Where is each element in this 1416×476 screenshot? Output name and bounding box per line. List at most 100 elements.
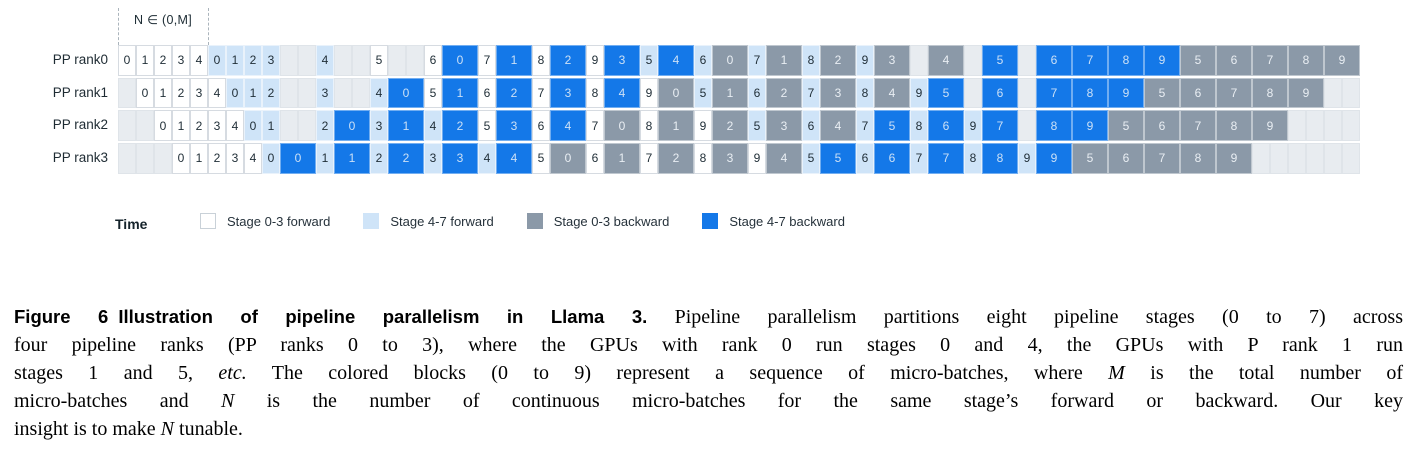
- schedule-cell: 6: [1036, 45, 1072, 76]
- schedule-cell: 7: [910, 143, 928, 174]
- schedule-cell: 2: [316, 110, 334, 141]
- schedule-cell: 5: [1180, 45, 1216, 76]
- schedule-cell: 8: [1180, 143, 1216, 174]
- schedule-cell: 0: [208, 45, 226, 76]
- idle-cell: [298, 110, 316, 141]
- schedule-cell: 6: [874, 143, 910, 174]
- schedule-cell: 9: [1252, 110, 1288, 141]
- schedule-cell: 3: [874, 45, 910, 76]
- idle-cell: [136, 143, 154, 174]
- idle-cell: [352, 45, 370, 76]
- schedule-cell: 0: [550, 143, 586, 174]
- schedule-cell: 2: [712, 110, 748, 141]
- schedule-cell: 2: [190, 110, 208, 141]
- schedule-cell: 8: [856, 77, 874, 109]
- schedule-cell: 6: [1144, 110, 1180, 141]
- schedule-cell: 8: [532, 45, 550, 76]
- legend: Stage 0-3 forward Stage 4-7 forward Stage …: [200, 213, 845, 229]
- legend-swatch-f47: [363, 213, 380, 229]
- schedule-cell: 1: [226, 45, 244, 76]
- schedule-cell: 1: [262, 110, 280, 141]
- schedule-cell: 4: [550, 110, 586, 141]
- schedule-cell: 4: [820, 110, 856, 141]
- caption-line-4: micro-batches and N is the number of con…: [14, 387, 1403, 415]
- idle-cell: [964, 77, 982, 109]
- schedule-cell: 8: [1108, 45, 1144, 76]
- idle-cell: [1288, 143, 1306, 174]
- schedule-cell: 2: [244, 45, 262, 76]
- schedule-cell: 2: [658, 143, 694, 174]
- schedule-cell: 1: [604, 143, 640, 174]
- schedule-cell: 2: [388, 143, 424, 174]
- legend-swatch-f03: [200, 213, 216, 229]
- caption-segment: N: [160, 418, 175, 440]
- schedule-cell: 3: [550, 77, 586, 109]
- idle-cell: [334, 45, 352, 76]
- schedule-cell: 0: [658, 77, 694, 109]
- idle-cell: [388, 45, 406, 76]
- idle-cell: [1252, 143, 1270, 174]
- schedule-cell: 1: [388, 110, 424, 141]
- schedule-cell: 4: [370, 77, 388, 109]
- caption-segment: Illustration of pipeline parallelism in …: [118, 306, 648, 327]
- legend-label: Stage 0-3 forward: [227, 213, 331, 229]
- schedule-cell: 1: [154, 77, 172, 109]
- schedule-cell: 8: [802, 45, 820, 76]
- schedule-cell: 2: [766, 77, 802, 109]
- idle-cell: [352, 77, 370, 109]
- schedule-cell: 2: [496, 77, 532, 109]
- idle-cell: [406, 45, 424, 76]
- schedule-cell: 7: [640, 143, 658, 174]
- pipeline-schedule-figure: N ∈ (0,M] PP rank0 0 1 2 3 4 0 1 2 3 4 5 6 0 7 1 8 2 9 3 5 4 6…: [53, 8, 1360, 232]
- schedule-cell: 5: [820, 143, 856, 174]
- idle-cell: [298, 77, 316, 109]
- caption-segment: M: [1108, 362, 1125, 384]
- schedule-cell: 1: [172, 110, 190, 141]
- legend-item-f47: Stage 4-7 forward: [363, 213, 494, 229]
- schedule-cell: 1: [244, 77, 262, 109]
- idle-cell: [280, 77, 298, 109]
- idle-cell: [1018, 45, 1036, 76]
- schedule-cell: 3: [262, 45, 280, 76]
- schedule-cell: 4: [766, 143, 802, 174]
- caption-segment: stages 1 and 5,: [14, 362, 219, 384]
- schedule-cell: 8: [1036, 110, 1072, 141]
- schedule-cell: 3: [766, 110, 802, 141]
- schedule-cell: 1: [316, 143, 334, 174]
- idle-cell: [280, 45, 298, 76]
- caption-segment: is the total number of: [1124, 362, 1403, 384]
- caption-segment: four pipeline ranks (PP ranks 0 to 3), w…: [14, 334, 1403, 356]
- schedule-cell: 8: [1288, 45, 1324, 76]
- schedule-cell: 0: [118, 45, 136, 76]
- idle-cell: [1342, 143, 1360, 174]
- schedule-cell: 0: [154, 110, 172, 141]
- schedule-cell: 6: [586, 143, 604, 174]
- schedule-cell: 6: [424, 45, 442, 76]
- schedule-cell: 5: [1144, 77, 1180, 109]
- schedule-cell: 6: [1180, 77, 1216, 109]
- legend-label: Stage 4-7 forward: [390, 213, 494, 229]
- schedule-cell: 6: [856, 143, 874, 174]
- schedule-cell: 3: [604, 45, 640, 76]
- schedule-cell: 9: [964, 110, 982, 141]
- idle-cell: [910, 45, 928, 76]
- idle-cell: [1342, 110, 1360, 141]
- schedule-cell: 9: [640, 77, 658, 109]
- schedule-cell: 6: [1108, 143, 1144, 174]
- schedule-cell: 5: [478, 110, 496, 141]
- schedule-cell: 6: [928, 110, 964, 141]
- schedule-cell: 4: [496, 143, 532, 174]
- schedule-cell: 3: [496, 110, 532, 141]
- schedule-cell: 3: [316, 77, 334, 109]
- schedule-cell: 2: [370, 143, 388, 174]
- schedule-cell: 5: [928, 77, 964, 109]
- idle-cell: [964, 45, 982, 76]
- schedule-cell: 6: [478, 77, 496, 109]
- schedule-cell: 4: [874, 77, 910, 109]
- schedule-cell: 0: [136, 77, 154, 109]
- schedule-cell: 8: [1216, 110, 1252, 141]
- idle-cell: [1018, 110, 1036, 141]
- schedule-cell: 8: [982, 143, 1018, 174]
- schedule-cell: 9: [1072, 110, 1108, 141]
